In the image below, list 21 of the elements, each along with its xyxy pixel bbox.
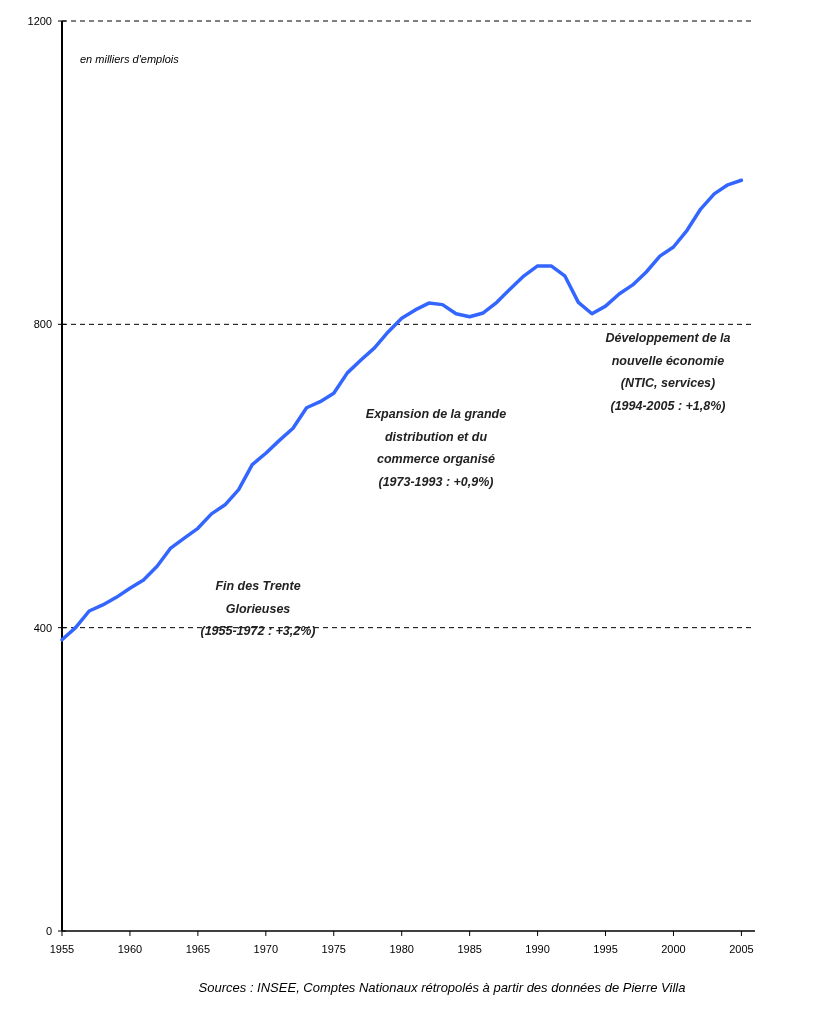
- annotation: Expansion de la grande distribution et du commerce organisé (1973-1993 : +0,9%): [365, 407, 507, 489]
- x-tick-label: 1965: [185, 943, 211, 955]
- x-tick-label: 1960: [117, 943, 143, 955]
- x-tick-label: 1990: [525, 943, 550, 955]
- y-tick-label: 800: [33, 318, 52, 331]
- line-series: [60, 178, 744, 642]
- x-tick-label: 1970: [253, 943, 279, 955]
- x-tick-label: 1955: [49, 943, 75, 955]
- y-tick-label: 0: [45, 924, 52, 937]
- x-tick-label: 1985: [457, 943, 482, 955]
- x-tick-label: 1980: [389, 943, 414, 955]
- x-tick-label: 1995: [593, 943, 618, 955]
- y-tick-label: 1200: [27, 14, 52, 27]
- x-tick-label: 1975: [321, 943, 347, 955]
- x-tick-label: 2000: [661, 943, 686, 955]
- annotation: Fin des Trente Glorieuses (1955-1972 : +3,2%): [200, 579, 316, 638]
- annotation: Développement de la nouvelle économie (NTIC, services) (1994-2005 : +1,8%): [605, 331, 731, 413]
- x-tick-label: 2005: [729, 943, 754, 955]
- y-tick-label: 400: [33, 621, 52, 634]
- source-note: Sources : INSEE, Comptes Nationaux rétropolés à partir des données de Pierre Villa: [198, 980, 686, 995]
- y-axis-title: en milliers d'emplois: [80, 53, 180, 65]
